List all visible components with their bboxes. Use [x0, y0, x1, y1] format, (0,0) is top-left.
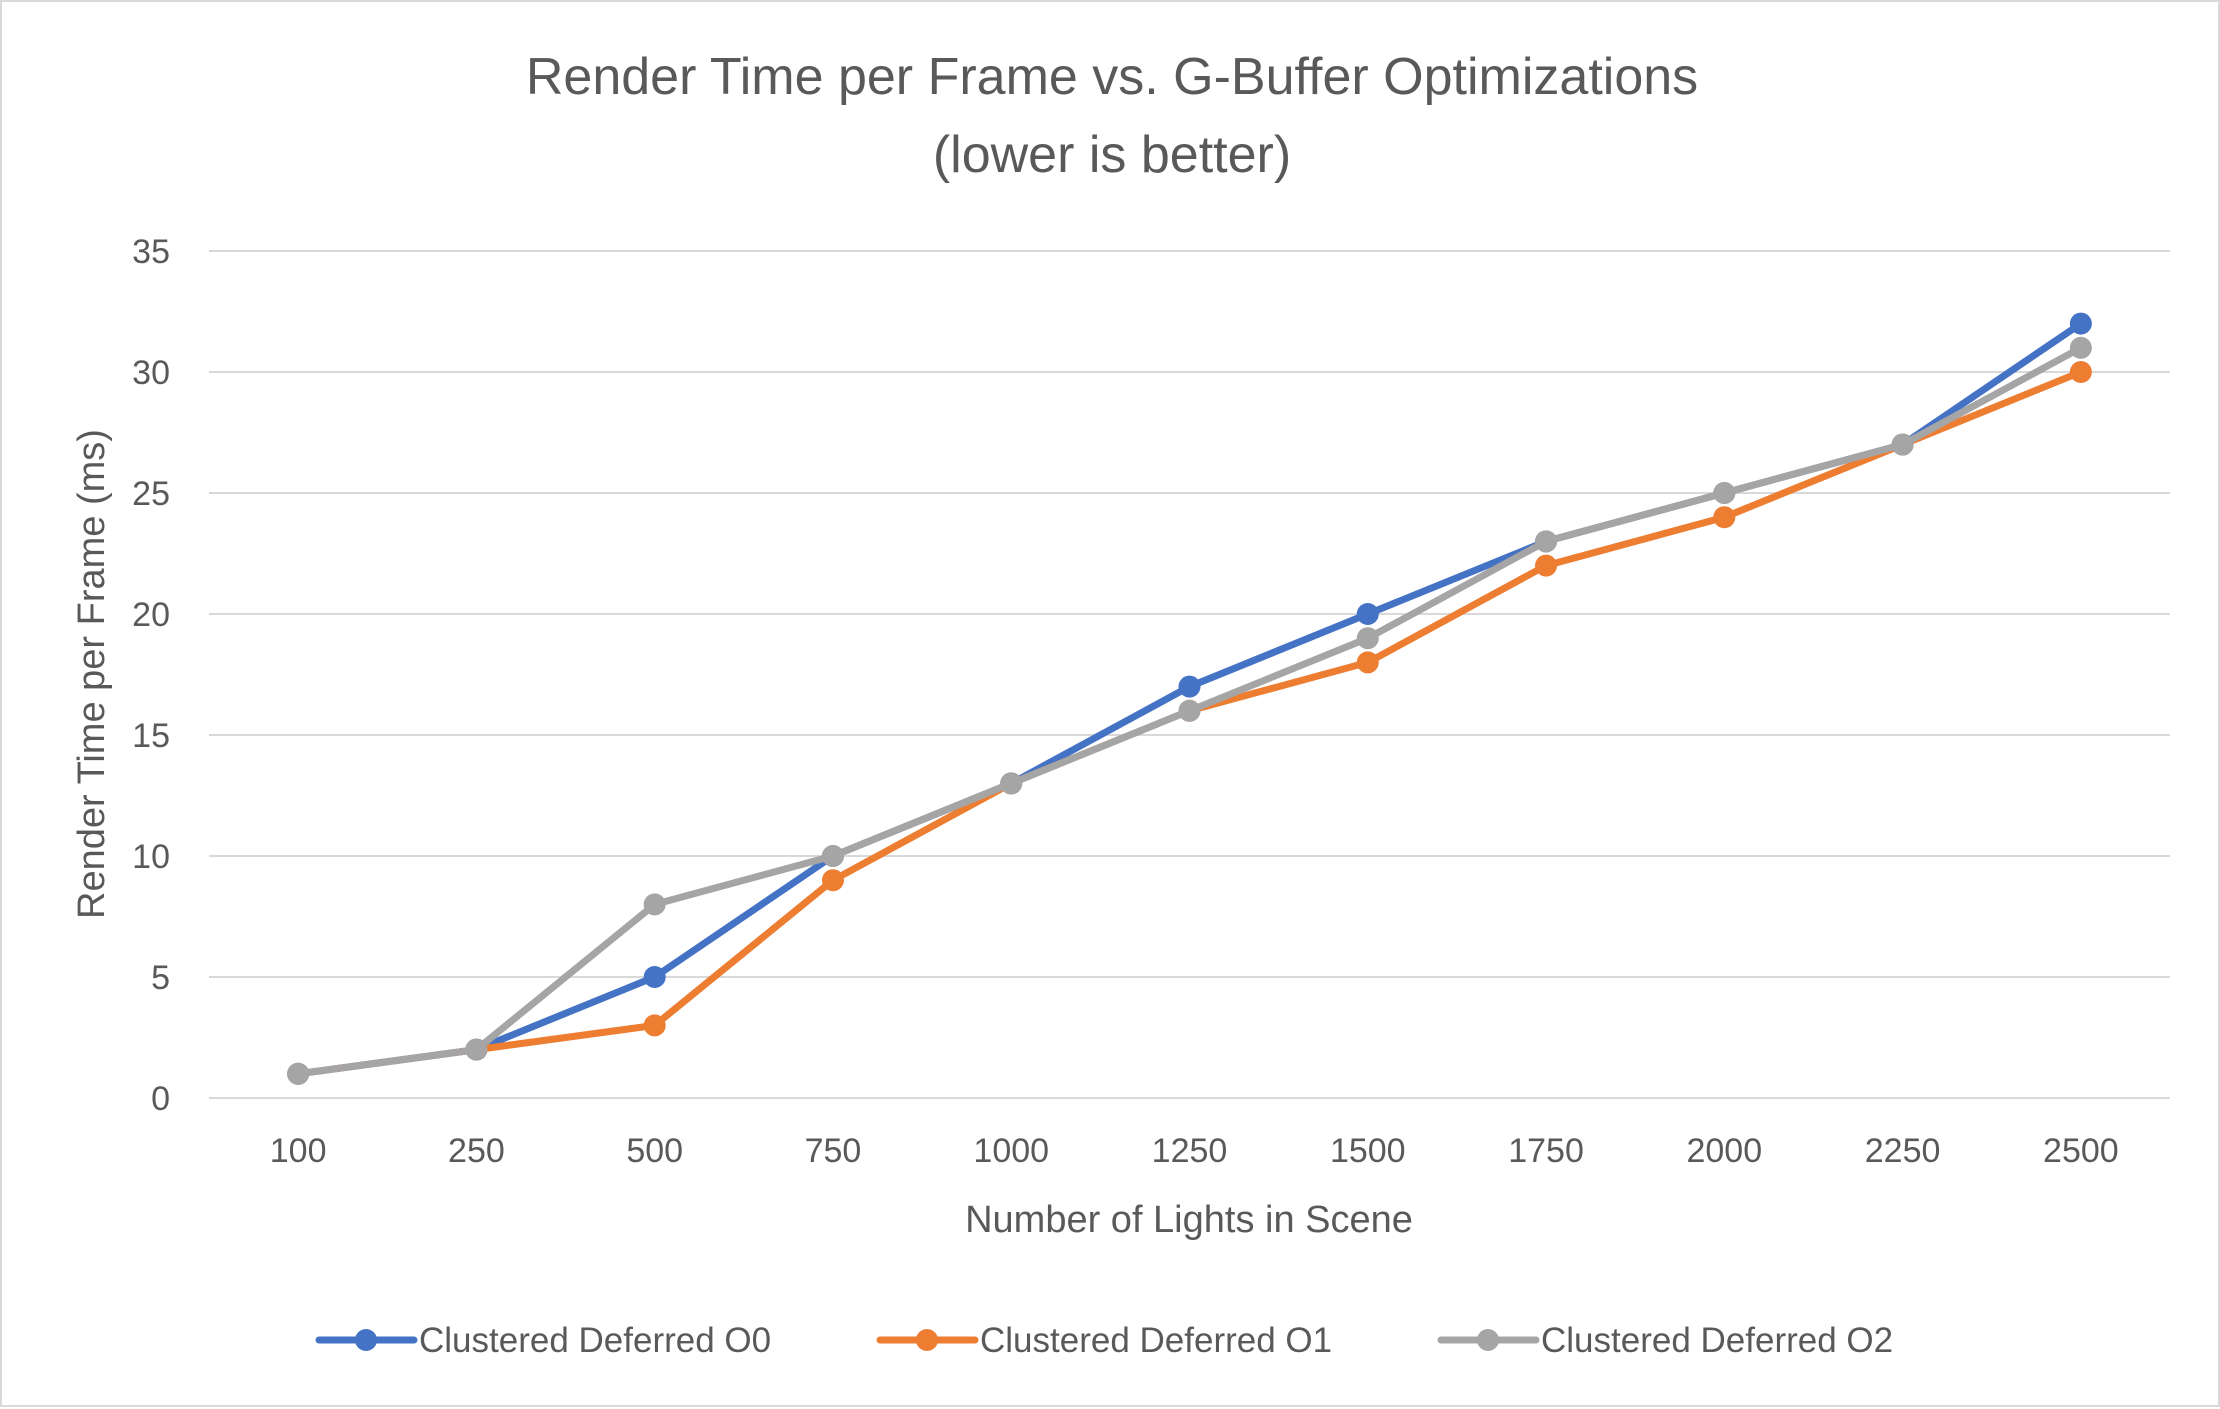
data-point [1713, 482, 1736, 504]
data-point [1178, 675, 1201, 698]
x-tick-label: 2250 [1865, 1132, 1941, 1170]
data-point [465, 1038, 488, 1061]
data-point [2069, 312, 2092, 335]
data-point [643, 893, 666, 916]
legend-label: Clustered Deferred O2 [1541, 1321, 1893, 1360]
x-tick-label: 500 [626, 1132, 683, 1170]
gridlines [209, 250, 2170, 1099]
data-point [643, 1014, 666, 1037]
data-point [1356, 603, 1379, 625]
data-point [1535, 554, 1558, 577]
data-point [821, 845, 844, 867]
legend-label: Clustered Deferred O1 [980, 1321, 1332, 1360]
x-tick-label: 750 [805, 1132, 862, 1170]
y-axis-label: Render Time per Frame (ms) [71, 429, 113, 919]
data-point [1356, 651, 1379, 674]
y-tick-label: 35 [132, 233, 170, 271]
series-2 [287, 336, 2092, 1085]
data-point [2069, 361, 2092, 383]
legend-item-1: Clustered Deferred O1 [876, 1321, 1332, 1360]
data-point [821, 869, 844, 892]
x-tick-label: 1250 [1152, 1132, 1228, 1170]
data-point [1713, 506, 1736, 529]
x-tick-label: 1000 [973, 1132, 1049, 1170]
data-point [287, 1062, 310, 1085]
data-point [1891, 433, 1914, 456]
legend-swatch-marker [355, 1329, 377, 1351]
y-tick-label: 5 [151, 959, 170, 997]
legend-item-0: Clustered Deferred O0 [315, 1321, 771, 1360]
x-tick-label: 100 [270, 1132, 327, 1170]
y-tick-label: 25 [132, 475, 170, 513]
series-line [294, 320, 2085, 1078]
legend: Clustered Deferred O0 Clustered Deferred … [315, 1321, 1893, 1360]
y-tick-label: 10 [132, 838, 170, 876]
x-tick-label: 2000 [1686, 1132, 1762, 1170]
x-tick-label: 2500 [2043, 1132, 2119, 1170]
y-tick-label: 30 [132, 354, 170, 392]
x-tick-label: 250 [448, 1132, 505, 1170]
y-tick-label: 0 [151, 1080, 170, 1118]
series-layer [287, 312, 2092, 1085]
legend-swatch-marker [916, 1329, 938, 1351]
x-tick-label: 1500 [1330, 1132, 1406, 1170]
y-axis-ticks: 0 5 10 15 20 25 30 35 [132, 233, 170, 1118]
data-point [1000, 772, 1023, 795]
x-axis-ticks: 100 250 500 750 1000 1250 1500 1750 2000 2250 2500 [270, 1132, 2119, 1170]
data-point [1178, 699, 1201, 722]
legend-item-2: Clustered Deferred O2 [1437, 1321, 1893, 1360]
series-line [294, 368, 2085, 1078]
data-point [643, 966, 666, 988]
legend-label: Clustered Deferred O0 [419, 1321, 771, 1360]
series-0 [287, 312, 2092, 1085]
chart-subtitle: (lower is better) [933, 126, 1291, 184]
y-tick-label: 15 [132, 717, 170, 755]
data-point [1356, 627, 1379, 650]
y-tick-label: 20 [132, 596, 170, 634]
chart-title: Render Time per Frame vs. G-Buffer Optim… [526, 48, 1698, 106]
data-point [1535, 530, 1558, 553]
x-tick-label: 1750 [1508, 1132, 1584, 1170]
x-axis-label: Number of Lights in Scene [965, 1199, 1413, 1241]
legend-swatch-marker [1477, 1329, 1499, 1351]
data-point [2069, 336, 2092, 359]
